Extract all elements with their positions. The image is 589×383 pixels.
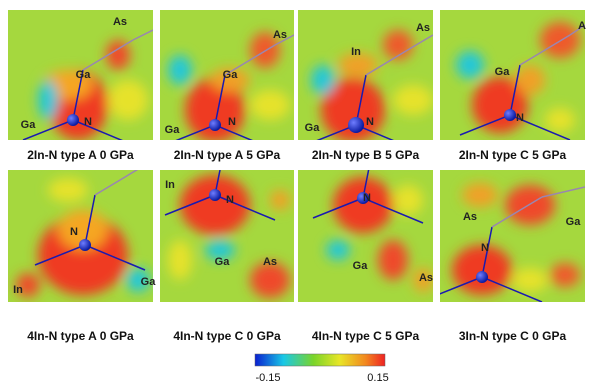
atom-label: Ga <box>141 276 157 288</box>
density-blob <box>250 90 290 120</box>
atom-label: In <box>13 284 23 296</box>
panel-caption: 2In-N type A 5 GPa <box>174 148 281 162</box>
atom-label: As <box>463 211 477 223</box>
panel: N In Ga <box>8 155 156 302</box>
density-blob <box>545 108 575 132</box>
density-blob <box>108 80 148 120</box>
panel-caption: 4In-N type A 0 GPa <box>27 329 134 343</box>
colorbar <box>255 354 385 366</box>
panel-caption: 2In-N type C 5 GPa <box>459 148 567 162</box>
panel-map <box>432 170 585 302</box>
atom-label: In <box>165 179 175 191</box>
density-blob <box>512 268 548 292</box>
density-blob <box>38 80 58 120</box>
density-blob <box>540 22 580 58</box>
atom-label: As <box>416 22 430 34</box>
atom-label: N <box>363 192 371 204</box>
atom-label: Ga <box>165 124 181 136</box>
panel: As Ga N <box>432 170 585 302</box>
atom-label: A <box>578 20 586 32</box>
figure: -0.15 0.15 As Ga Ga N 2In-N type A 0 GPa As Ga… <box>0 0 589 383</box>
density-blob <box>311 65 335 95</box>
atom-label: N <box>481 242 489 254</box>
atom-label: N <box>366 116 374 128</box>
atom-label: Ga <box>566 216 582 228</box>
density-blob <box>378 240 408 280</box>
density-blob <box>462 183 498 207</box>
panel-map <box>8 155 153 302</box>
density-blob <box>393 185 423 215</box>
atom-label: In <box>351 46 361 58</box>
n-atom <box>67 114 79 126</box>
atom-label: Ga <box>21 119 37 131</box>
n-atom <box>348 117 364 133</box>
panel-caption: 2In-N type A 0 GPa <box>27 148 134 162</box>
n-atom <box>79 239 91 251</box>
panel-caption: 2In-N type B 5 GPa <box>312 148 420 162</box>
n-atom <box>209 119 221 131</box>
density-blob <box>168 240 192 280</box>
atom-label: N <box>226 194 234 206</box>
bond <box>145 155 153 165</box>
panel: As Ga Ga N <box>8 10 153 145</box>
colorbar-min-label: -0.15 <box>255 372 280 383</box>
n-atom <box>209 189 221 201</box>
n-atom <box>504 109 516 121</box>
density-blob <box>456 51 484 79</box>
panel-caption: 3In-N type C 0 GPa <box>459 329 567 343</box>
atom-label: Ga <box>353 260 369 272</box>
panel: A Ga N <box>440 10 586 140</box>
panel-caption: 4In-N type C 5 GPa <box>312 329 420 343</box>
atom-label: N <box>516 112 524 124</box>
panel: As Ga Ga N <box>160 10 294 150</box>
atom-label: Ga <box>495 66 511 78</box>
density-blob <box>550 263 580 287</box>
atom-label: N <box>228 116 236 128</box>
density-blob <box>168 55 192 85</box>
atom-label: N <box>70 226 78 238</box>
density-blob <box>393 85 433 115</box>
atom-label: Ga <box>305 122 321 134</box>
atom-label: As <box>419 272 433 284</box>
atom-label: Ga <box>223 69 239 81</box>
atom-label: As <box>113 16 127 28</box>
atom-label: As <box>263 256 277 268</box>
panel: As In Ga N <box>298 10 433 150</box>
atom-label: Ga <box>76 69 92 81</box>
atom-label: N <box>84 116 92 128</box>
density-blob <box>333 177 393 233</box>
n-atom <box>476 271 488 283</box>
atom-label: As <box>273 29 287 41</box>
colorbar-max-label: 0.15 <box>367 372 388 383</box>
density-blob <box>48 178 88 202</box>
panel-map <box>440 10 585 140</box>
atom-label: Ga <box>215 256 231 268</box>
density-blob <box>326 240 350 260</box>
panel-caption: 4In-N type C 0 GPa <box>173 329 281 343</box>
density-blob <box>270 190 290 210</box>
